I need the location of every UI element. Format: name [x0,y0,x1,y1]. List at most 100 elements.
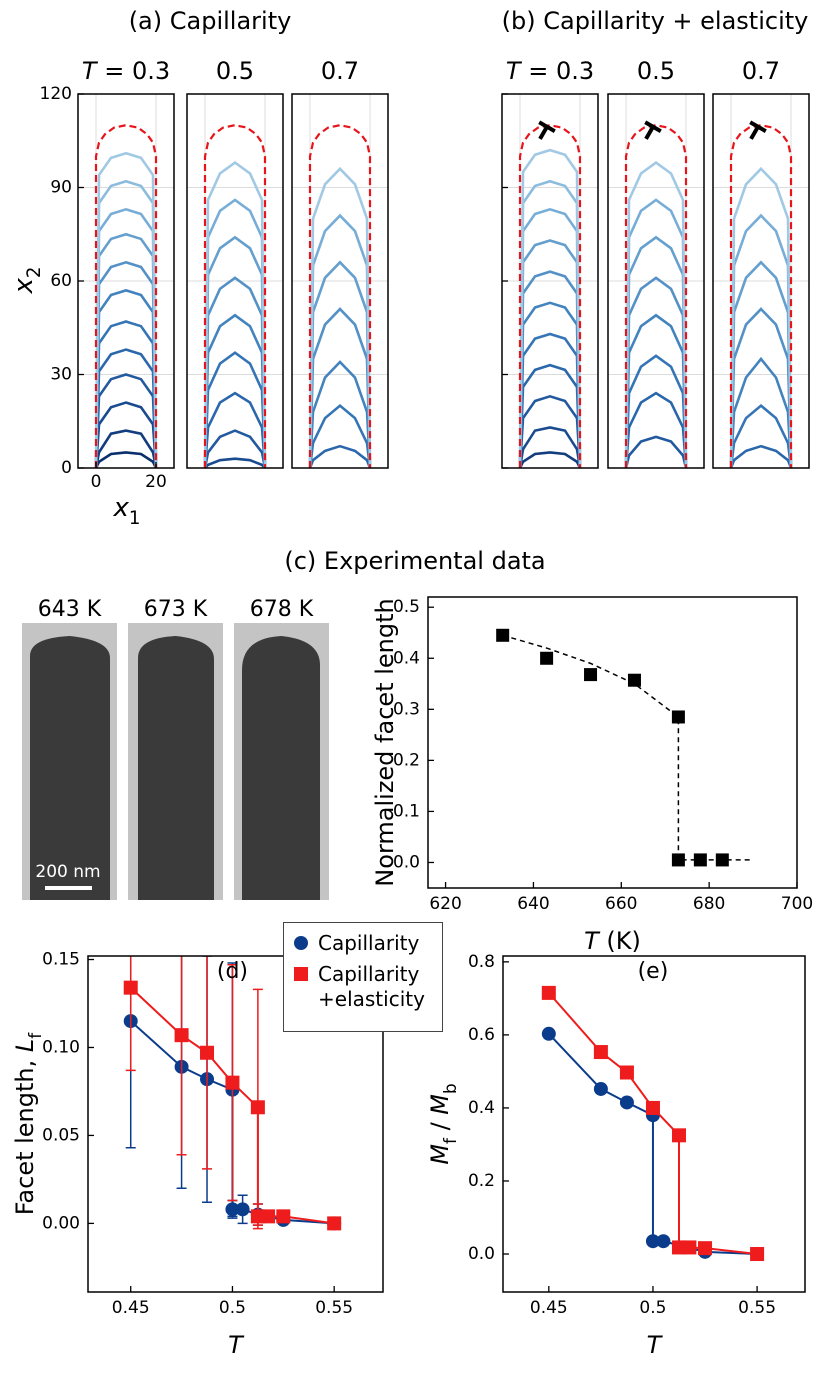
image-label: 678 K [250,597,314,622]
marker [174,1028,189,1043]
y-tick-label: 0.15 [42,950,80,970]
y-axis-label: Normalized facet length [371,598,399,886]
legend: Capillarity Capillarity +elasticity [283,922,443,1032]
contour-line [729,307,793,469]
x-axis-label: x1 [113,493,141,529]
chart-title: (e) [638,959,669,984]
micrograph-particle [242,636,320,900]
contour-line [94,429,158,469]
x-tick-label: 0.45 [112,1298,150,1318]
y-tick-label: 0.1 [393,801,420,821]
marker [619,1065,634,1080]
plot-frame [502,955,806,1293]
marker [541,1026,556,1041]
marker [261,1209,276,1224]
label-part: b [440,1083,460,1094]
contour-line [203,351,267,469]
x-tick-label: 20 [145,472,167,492]
image-label: 673 K [144,597,208,622]
y-tick-label: 0.0 [393,852,420,872]
label-part: = [97,57,132,85]
contour-line [729,444,793,469]
x-tick-label: 0.55 [315,1298,353,1318]
panel-label: 0.5 [637,57,675,85]
y-tick-label: 0.05 [42,1125,80,1145]
marker [682,1240,697,1255]
label-part: 2 [24,267,45,279]
y-tick-label: 0.0 [468,1244,495,1264]
contour-line [518,207,582,469]
micrograph-particle [30,636,110,900]
contour-line [624,198,688,469]
y-tick-label: 0.6 [468,1025,495,1045]
contour-line [624,276,688,469]
marker [627,673,641,687]
contour-line [624,160,688,469]
label-part: Facet length, [11,1052,39,1215]
label-part: = [521,57,556,85]
marker [593,1081,608,1096]
label-part: M [426,1094,454,1115]
marker [671,710,685,724]
marker [698,1241,713,1256]
marker [276,1209,291,1224]
marker [693,853,707,867]
marker [750,1247,765,1262]
marker [671,1128,686,1143]
y-tick-label: 30 [50,365,72,385]
x-tick-label: 640 [517,894,549,914]
label-part: x [113,493,130,523]
label-part: 0.5 [216,57,254,85]
dislocation-symbol [538,120,556,140]
marker [540,651,554,665]
contour-line [94,348,158,469]
contour-line [518,332,582,469]
contour-line [308,360,372,469]
contour-line [94,320,158,469]
contour-line [308,307,372,469]
contour-line [203,160,267,469]
x-tick-label: 660 [605,894,637,914]
marker [225,1075,240,1090]
label-part: L [11,1039,39,1052]
marker [541,985,556,1000]
y-tick-label: 0.4 [468,1098,495,1118]
marker [645,1100,660,1115]
outline [729,124,793,468]
label-part: f [25,1032,45,1039]
dislocation-stem [749,125,760,140]
x-tick-label: 0 [91,472,102,492]
y-tick-label: 0.3 [393,699,420,719]
y-tick-label: 0 [61,458,72,478]
plot-frame [186,93,284,469]
dislocation-stem [538,125,549,140]
label-part: 0.7 [742,57,780,85]
x-tick-label: 0.5 [639,1298,666,1318]
y-tick-label: 0.8 [468,952,495,972]
panel-label: T = 0.3 [82,57,170,85]
contour-line [94,151,158,469]
contour-line [308,260,372,469]
contour-line [518,239,582,469]
contour-line [729,356,793,469]
y-tick-label: 0.2 [393,750,420,770]
label-part: T [506,57,523,85]
marker [715,853,729,867]
marker [235,1202,250,1217]
legend-item: Capillarity +elasticity [292,962,434,1012]
x-axis-label: T [647,1331,664,1359]
image-label: 643 K [38,597,102,622]
contour-line [624,435,688,469]
legend-item: Capillarity [292,931,434,956]
panel-label: 0.7 [321,57,359,85]
plot-frame [87,955,384,1293]
x-tick-label: 620 [429,894,461,914]
outline [518,124,582,468]
contour-line [624,235,688,469]
chart-title: (d) [217,959,248,984]
legend-label: Capillarity +elasticity [318,962,425,1011]
section-title: (c) Experimental data [284,547,545,575]
contour-line [518,301,582,469]
